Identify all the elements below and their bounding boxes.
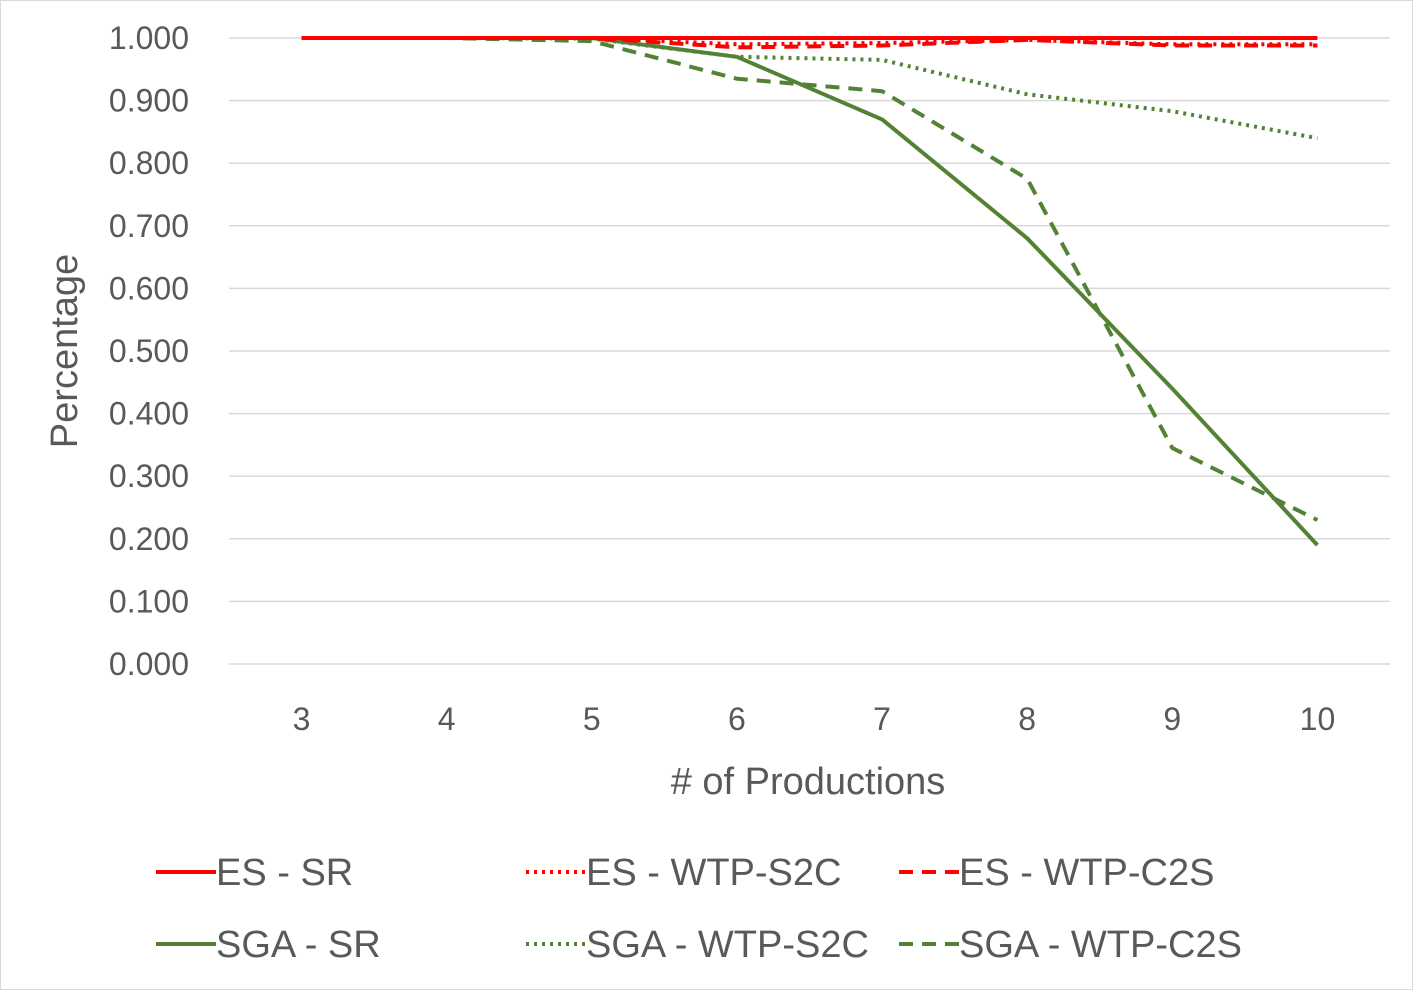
x-axis-ticks: 3 4 5 6 7 8 9 10: [293, 701, 1336, 737]
series-line-es-wtp-c2s: [301, 36, 1318, 50]
series-lines: [301, 36, 1319, 547]
y-tick-label: 0.700: [109, 208, 189, 244]
x-tick-label: 7: [873, 701, 891, 737]
x-tick-label: 9: [1163, 701, 1181, 737]
x-tick-label: 3: [293, 701, 311, 737]
y-tick-label: 0.000: [109, 646, 189, 682]
x-tick-label: 5: [583, 701, 601, 737]
legend-label: ES - SR: [216, 852, 353, 894]
y-axis-title: Percentage: [44, 254, 86, 448]
y-tick-label: 1.000: [109, 20, 189, 56]
y-tick-label: 0.100: [109, 583, 189, 619]
y-tick-label: 0.900: [109, 83, 189, 119]
y-tick-label: 0.400: [109, 396, 189, 432]
series-line-sga-wtp-c2s: [301, 36, 1319, 522]
legend-label: SGA - WTP-S2C: [586, 924, 869, 966]
y-axis-ticks: 0.000 0.100 0.200 0.300 0.400 0.500 0.600 0.700…: [109, 20, 189, 682]
legend-label: SGA - WTP-C2S: [959, 924, 1242, 966]
x-tick-label: 6: [728, 701, 746, 737]
x-tick-label: 8: [1018, 701, 1036, 737]
y-tick-label: 0.600: [109, 270, 189, 306]
y-tick-label: 0.300: [109, 458, 189, 494]
y-tick-label: 0.800: [109, 145, 189, 181]
y-tick-label: 0.200: [109, 521, 189, 557]
legend: ES - SR ES - WTP-S2C ES - WTP-C2S SGA - SR S…: [156, 852, 1242, 966]
legend-label: ES - WTP-C2S: [959, 852, 1214, 894]
x-tick-label: 10: [1300, 701, 1336, 737]
series-line-sga-sr: [301, 36, 1319, 547]
x-axis-title: # of Productions: [671, 761, 946, 803]
y-tick-label: 0.500: [109, 333, 189, 369]
gridlines: [229, 37, 1390, 665]
legend-label: ES - WTP-S2C: [586, 852, 841, 894]
legend-label: SGA - SR: [216, 924, 381, 966]
x-tick-label: 4: [438, 701, 456, 737]
